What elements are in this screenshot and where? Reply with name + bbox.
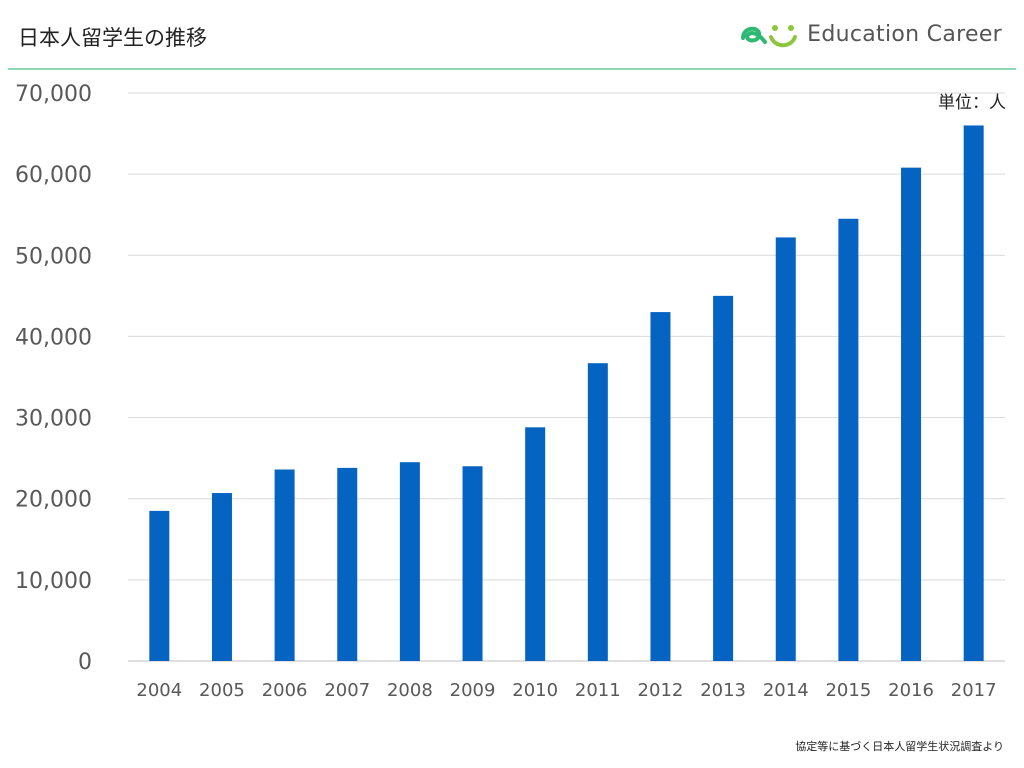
bar [399, 462, 420, 661]
education-career-logo-icon [741, 25, 798, 48]
y-tick-label: 30,000 [15, 407, 92, 432]
bar [775, 237, 796, 662]
x-tick-label: 2014 [763, 680, 809, 701]
bar [211, 493, 232, 661]
bar [149, 510, 170, 661]
unit-label: 単位：人 [938, 93, 1006, 113]
x-tick-label: 2005 [199, 680, 245, 701]
bar [963, 125, 984, 661]
bar-chart: 0 10,000 20,000 30,000 40,000 50,000 60,000 70,… [15, 82, 1005, 701]
x-tick-label: 2016 [888, 680, 934, 701]
x-tick-label: 2017 [951, 680, 997, 701]
y-tick-label: 60,000 [15, 163, 92, 188]
header-divider [8, 68, 1016, 70]
page-title: 日本人留学生の推移 [18, 26, 207, 50]
page-header: 日本人留学生の推移 Education Career [0, 0, 1024, 70]
x-tick-label: 2010 [512, 680, 558, 701]
x-tick-label: 2013 [700, 680, 746, 701]
y-tick-label: 0 [78, 650, 92, 675]
brand: Education Career [739, 16, 1002, 52]
x-tick-label: 2006 [262, 680, 308, 701]
chart-area: 0 10,000 20,000 30,000 40,000 50,000 60,000 70,… [0, 72, 1024, 712]
bar [650, 312, 671, 661]
y-tick-label: 50,000 [15, 244, 92, 269]
bar [901, 167, 922, 661]
bar [525, 427, 546, 661]
bar [274, 469, 295, 661]
x-tick-label: 2008 [387, 680, 433, 701]
y-tick-label: 70,000 [15, 82, 92, 107]
source-note: 協定等に基づく日本人留学生状況調査より [795, 740, 1004, 753]
x-tick-label: 2007 [324, 680, 370, 701]
bar [587, 363, 608, 661]
bar [713, 295, 734, 661]
x-tick-label: 2015 [825, 680, 871, 701]
y-tick-label: 40,000 [15, 325, 92, 350]
brand-name: Education Career [807, 21, 1002, 47]
x-tick-label: 2011 [575, 680, 621, 701]
x-tick-label: 2004 [136, 680, 182, 701]
y-tick-label: 10,000 [15, 569, 92, 594]
y-tick-label: 20,000 [15, 488, 92, 513]
x-tick-label: 2009 [450, 680, 496, 701]
bar [838, 218, 859, 661]
bar [462, 466, 483, 661]
x-tick-label: 2012 [638, 680, 684, 701]
bar [337, 467, 358, 661]
